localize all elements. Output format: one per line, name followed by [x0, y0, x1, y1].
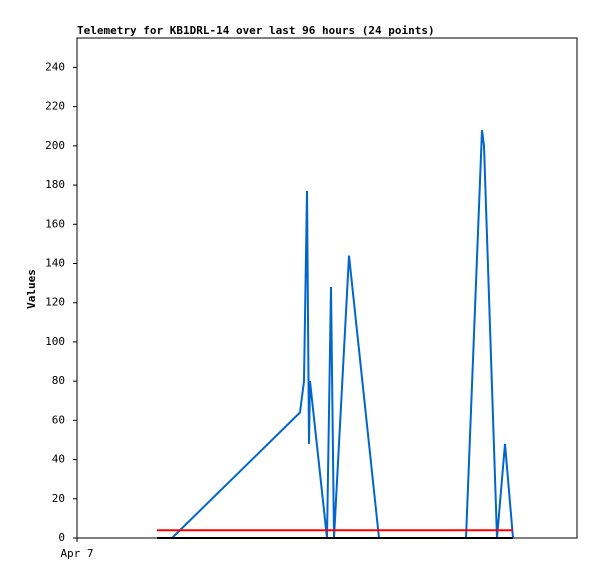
y-axis-label: Values — [25, 269, 38, 309]
y-tick-label: 60 — [52, 413, 65, 426]
y-tick-label: 20 — [52, 492, 65, 505]
series-line — [171, 130, 514, 539]
chart-title: Telemetry for KB1DRL-14 over last 96 hou… — [77, 24, 435, 37]
y-tick-label: 0 — [58, 531, 65, 544]
y-tick-label: 240 — [45, 60, 65, 73]
y-tick-label: 40 — [52, 453, 65, 466]
y-tick-label: 140 — [45, 256, 65, 269]
y-tick-label: 180 — [45, 178, 65, 191]
plot-frame — [76, 37, 578, 539]
y-tick-label: 100 — [45, 335, 65, 348]
y-tick-label: 220 — [45, 100, 65, 113]
y-tick-label: 120 — [45, 296, 65, 309]
y-tick-label: 80 — [52, 374, 65, 387]
y-tick-label: 160 — [45, 217, 65, 230]
x-tick-label: Apr 7 — [60, 547, 93, 560]
y-tick-label: 200 — [45, 139, 65, 152]
